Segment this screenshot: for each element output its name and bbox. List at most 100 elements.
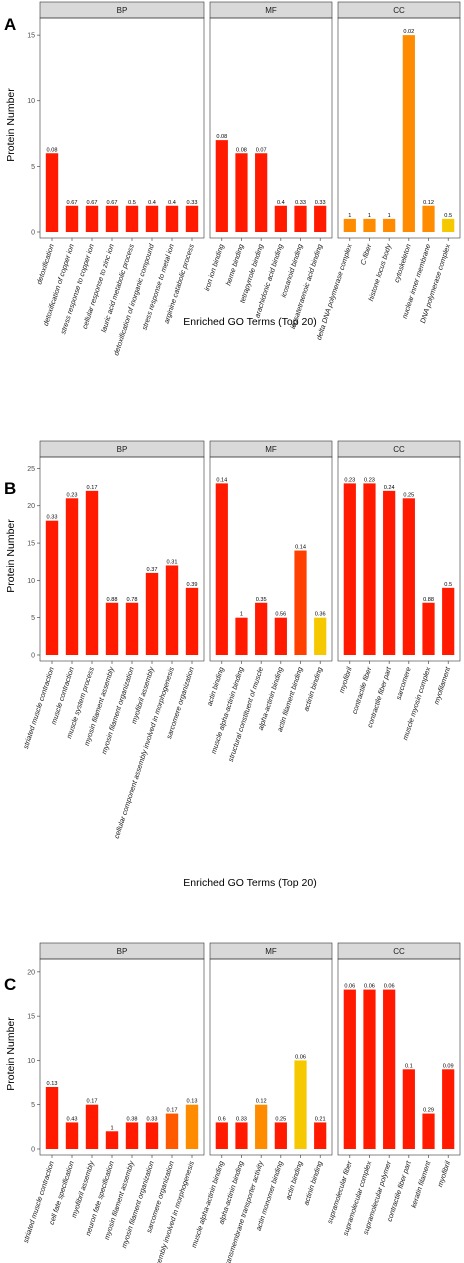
- facet-strip-label: BP: [117, 445, 128, 454]
- bar-value-label: 0.38: [127, 1116, 138, 1122]
- category-label: keratin filament: [409, 1159, 433, 1209]
- panel-b: B Protein Number 0 5 10 15 20 25 BP 0.33 striated …: [4, 440, 461, 889]
- bar: [274, 205, 287, 232]
- category-label: myofibril: [435, 1159, 452, 1188]
- bar: [343, 989, 356, 1149]
- bar: [422, 602, 435, 655]
- bar: [422, 205, 435, 232]
- bar-value-label: 0.33: [315, 200, 326, 206]
- bar-value-label: 0.12: [423, 200, 434, 206]
- bar-value-label: 0.17: [167, 1108, 178, 1114]
- facet-panel-border: [39, 17, 205, 239]
- bar: [383, 218, 396, 232]
- category-label: muscle alpha-actinin binding: [189, 1160, 226, 1249]
- category-label: detoxification: [34, 243, 56, 286]
- facet-strip-label: MF: [265, 445, 277, 454]
- bar: [45, 520, 59, 655]
- category-label: actin binding: [283, 1160, 304, 1201]
- category-label: myofilament: [432, 665, 453, 706]
- bar-value-label: 0.36: [315, 612, 326, 618]
- bar: [442, 1069, 455, 1149]
- y-tick-label: 5: [31, 615, 35, 622]
- facet-panel-border: [337, 456, 461, 662]
- y-tick-label: 10: [27, 98, 35, 105]
- facet-strip-label: BP: [117, 947, 128, 956]
- bar: [363, 218, 376, 232]
- bar-value-label: 0.12: [256, 1099, 267, 1105]
- bar: [402, 498, 415, 655]
- category-label: actinin binding: [301, 1160, 324, 1207]
- y-tick-label: 0: [31, 652, 35, 659]
- facet-strip-label: CC: [393, 947, 405, 956]
- y-tick-label: 0: [31, 1146, 35, 1153]
- facet-panel-border: [209, 17, 333, 239]
- bar-value-label: 0.56: [275, 612, 286, 618]
- bar-value-label: 0.67: [107, 200, 118, 206]
- bar: [215, 483, 228, 655]
- bar-value-label: 0.21: [315, 1116, 326, 1122]
- y-tick-label: 15: [27, 540, 35, 547]
- y-tick-label: 0: [31, 229, 35, 236]
- bar: [145, 572, 159, 655]
- bar-value-label: 0.25: [275, 1116, 286, 1122]
- bar: [235, 1122, 248, 1149]
- bar: [165, 1113, 179, 1149]
- y-tick-label: 20: [27, 969, 35, 976]
- bar-value-label: 1: [240, 612, 243, 618]
- bar: [314, 205, 327, 232]
- panel-letter: A: [4, 15, 16, 34]
- bar-value-label: 0.4: [277, 200, 285, 206]
- bar: [125, 602, 139, 655]
- bar: [255, 153, 268, 232]
- bar: [145, 205, 159, 232]
- bar-value-label: 1: [110, 1125, 113, 1131]
- y-tick-label: 10: [27, 578, 35, 585]
- bar: [185, 587, 199, 655]
- bar-value-label: 0.43: [67, 1116, 78, 1122]
- facet-strip-label: CC: [393, 6, 405, 15]
- facet-panel-border: [39, 456, 205, 662]
- bar: [85, 490, 99, 655]
- bar: [383, 989, 396, 1149]
- bar-value-label: 0.23: [344, 477, 355, 483]
- bar: [363, 989, 376, 1149]
- x-axis-title: Enriched GO Terms (Top 20): [183, 877, 316, 889]
- bar: [45, 153, 59, 232]
- bar-value-label: 0.23: [67, 492, 78, 498]
- bar: [255, 602, 268, 655]
- bar-value-label: 0.17: [87, 485, 98, 491]
- bar-value-label: 0.33: [295, 200, 306, 206]
- bar: [422, 1113, 435, 1149]
- bar: [294, 550, 307, 655]
- panel-a: A Protein Number 0 5 10 15 BP 0.08 detoxificatio…: [4, 1, 461, 357]
- category-label: actin binding: [205, 666, 226, 707]
- bar-value-label: 0.33: [187, 200, 198, 206]
- y-tick-label: 15: [27, 33, 35, 40]
- category-label: striated muscle contraction: [21, 1160, 56, 1244]
- bar: [402, 1069, 415, 1149]
- bar: [65, 205, 79, 232]
- bar: [294, 205, 307, 232]
- bar: [363, 483, 376, 655]
- bar-value-label: 0.29: [423, 1108, 434, 1114]
- bar-value-label: 0.13: [47, 1081, 58, 1087]
- bar: [85, 1104, 99, 1149]
- bar-value-label: 0.33: [236, 1116, 247, 1122]
- bar-value-label: 0.88: [423, 597, 434, 603]
- bar: [185, 205, 199, 232]
- bar: [235, 153, 248, 232]
- bar-value-label: 0.5: [444, 213, 452, 219]
- facet-panel-border: [39, 958, 205, 1156]
- bar-value-label: 0.5: [444, 582, 452, 588]
- panel-c: C Protein Number 0 5 10 15 20 BP 0.13 striated mu…: [4, 942, 461, 1263]
- bar-value-label: 0.08: [216, 134, 227, 140]
- bar-value-label: 0.17: [87, 1099, 98, 1105]
- y-axis-title: Protein Number: [5, 88, 17, 162]
- bar: [145, 1122, 159, 1149]
